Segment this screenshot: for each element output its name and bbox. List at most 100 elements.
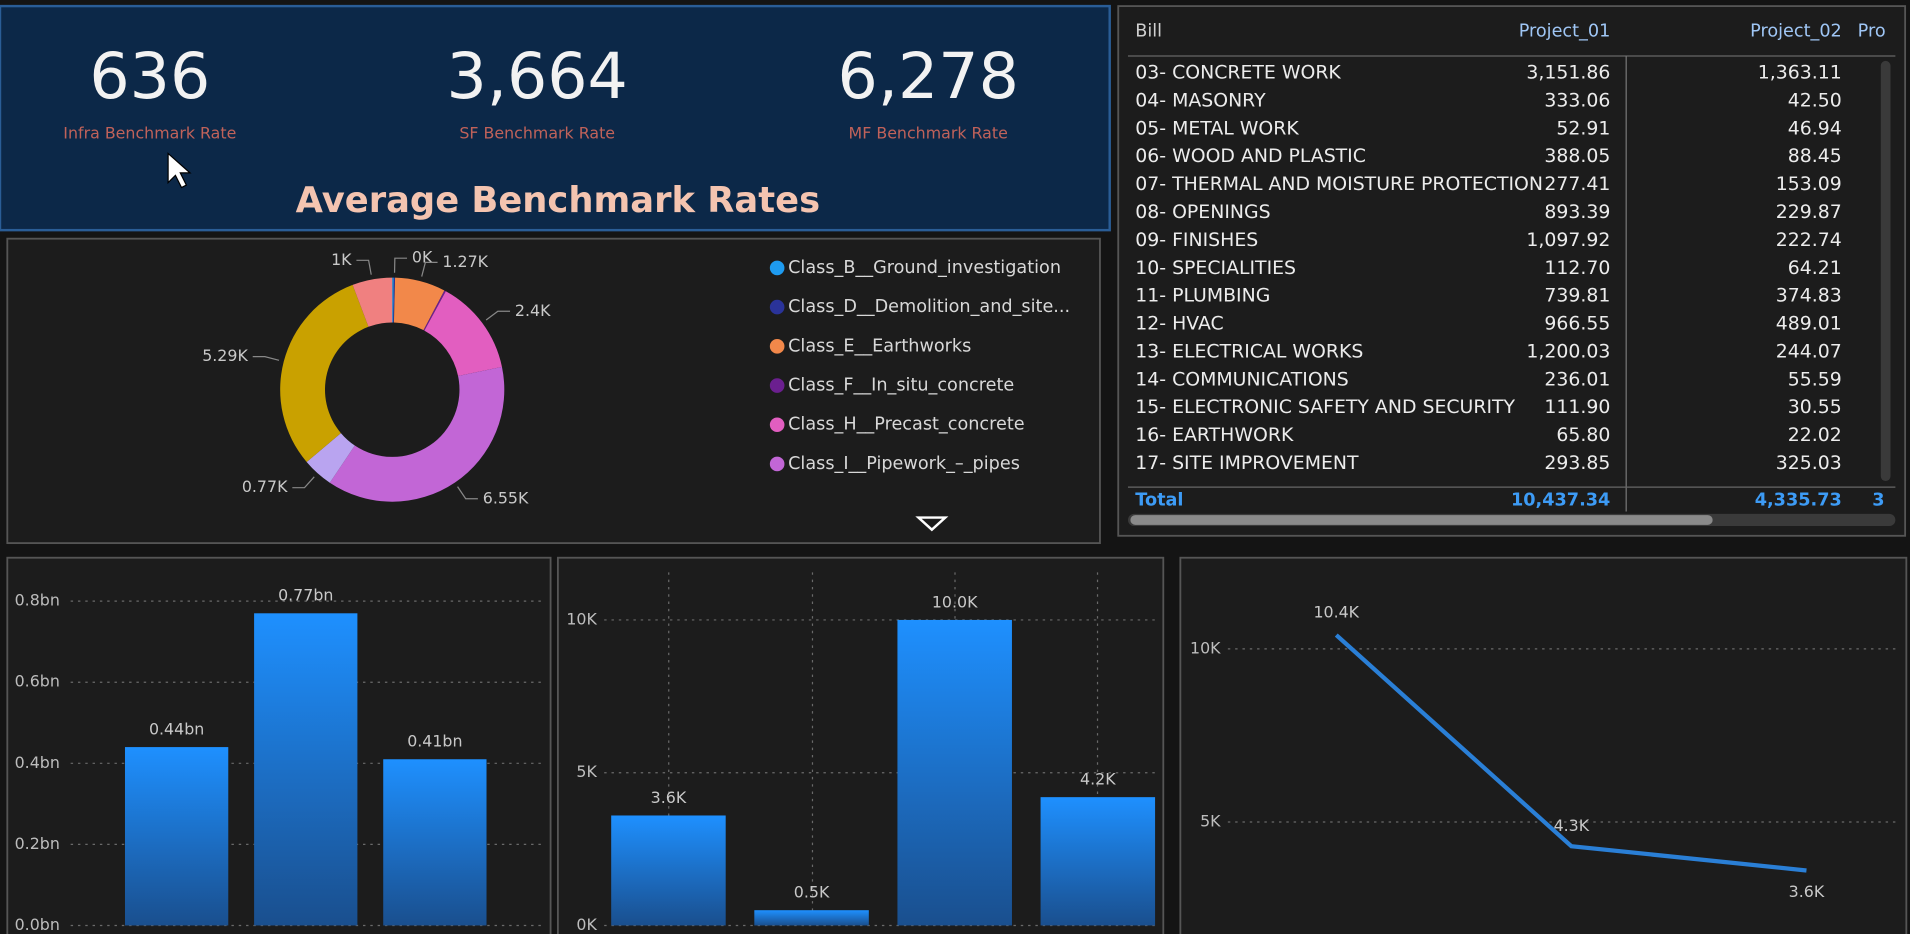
slice-label: 0.77K	[242, 477, 288, 496]
bar	[611, 815, 726, 926]
row-label: 09- FINISHES	[1135, 229, 1258, 251]
cell-value: 1,097.92	[1526, 229, 1610, 251]
donut-slice	[352, 277, 393, 327]
cell-value: 30.55	[1788, 396, 1842, 418]
y-tick-label: 0.8bn	[15, 591, 60, 610]
donut-slice	[393, 277, 445, 331]
table-body: Bill Project_01 Project_02 Pro 03- CONCRETE …	[1135, 22, 1885, 474]
cell-value: 333.06	[1544, 89, 1610, 111]
cell-value: 893.39	[1544, 201, 1610, 223]
bar	[254, 613, 358, 926]
y-tick-label: 0K	[576, 915, 597, 934]
donut-slice	[392, 277, 394, 323]
kpi-value: 6,278	[838, 39, 1019, 113]
slice-label: 1K	[331, 250, 352, 269]
cell-value: 325.03	[1776, 452, 1842, 474]
legend-marker	[769, 339, 785, 354]
column-header: Pro	[1858, 22, 1886, 42]
row-label: 16- EARTHWORK	[1135, 424, 1294, 446]
row-label: 13- ELECTRICAL WORKS	[1135, 340, 1363, 362]
legend-scroll-arrow[interactable]	[915, 516, 949, 532]
line-series	[1334, 633, 1807, 873]
cell-value: 153.09	[1776, 173, 1842, 195]
cell-value: 739.81	[1544, 285, 1610, 307]
row-label: 05- METAL WORK	[1135, 117, 1299, 139]
bar	[754, 910, 869, 926]
leader-line	[356, 259, 372, 275]
table-panel	[1117, 5, 1907, 537]
legend-marker	[769, 299, 785, 315]
slice-label: 5.29K	[202, 346, 248, 365]
slice-label: 0K	[412, 248, 433, 267]
kpi-value: 3,664	[447, 39, 628, 113]
y-tick-label: 0.0bn	[15, 915, 60, 934]
cell-value: 64.21	[1788, 257, 1842, 279]
y-tick-label: 10K	[1190, 638, 1221, 657]
donut-slice	[393, 277, 396, 323]
row-label: 10- SPECIALITIES	[1135, 257, 1296, 279]
bar-value-label: 3.6K	[651, 788, 687, 807]
mouse-cursor	[167, 152, 192, 189]
y-tick-label: 10K	[566, 609, 597, 628]
cell-value: 46.94	[1788, 117, 1842, 139]
y-tick-label: 0.4bn	[15, 753, 60, 772]
legend-label: Class_E__Earthworks	[788, 336, 971, 356]
bar-value-label: 4.2K	[1080, 770, 1116, 789]
legend-label: Class_B__Ground_investigation	[788, 258, 1061, 278]
kpi-title: Average Benchmark Rates	[296, 180, 820, 221]
cell-value: 222.74	[1776, 229, 1842, 251]
cell-value: 22.02	[1788, 424, 1842, 446]
legend-label: Class_F__In_situ_concrete	[788, 376, 1014, 396]
donut-slice	[329, 366, 505, 502]
cell-value: 293.85	[1544, 452, 1610, 474]
cell-value: 236.01	[1544, 368, 1610, 390]
point-value-label: 10.4K	[1313, 603, 1359, 622]
legend-label: Class_I__Pipework_–_pipes	[788, 454, 1020, 474]
cell-value: 1,363.11	[1758, 62, 1842, 84]
line-panel	[1179, 556, 1908, 934]
v-scrollbar[interactable]	[1880, 60, 1891, 482]
row-label: 15- ELECTRONIC SAFETY AND SECURITY	[1135, 396, 1515, 418]
cell-value: 65.80	[1556, 424, 1610, 446]
kpi-label: Infra Benchmark Rate	[63, 123, 236, 142]
legend-marker	[769, 417, 785, 433]
cell-value: 111.90	[1544, 396, 1610, 418]
donut-slice	[280, 284, 369, 463]
total-cell: 4,335.73	[1755, 490, 1842, 510]
table-total: Total 10,437.34 4,335.73 3	[1135, 490, 1884, 510]
leader-line	[292, 476, 315, 489]
bar-value-label: 0.44bn	[149, 720, 204, 739]
bar-value-label: 0.5K	[794, 883, 830, 902]
donut-slice	[424, 291, 502, 376]
y-tick-label: 5K	[576, 762, 597, 781]
row-label: 11- PLUMBING	[1135, 285, 1270, 307]
row-label: 12- HVAC	[1135, 313, 1223, 335]
kpi-panel	[0, 4, 1111, 232]
leader-line	[421, 261, 438, 277]
cell-value: 42.50	[1788, 89, 1842, 111]
row-label: 14- COMMUNICATIONS	[1135, 368, 1348, 390]
row-label: 04- MASONRY	[1135, 89, 1266, 111]
leader-line	[252, 356, 280, 361]
cell-value: 966.55	[1544, 313, 1610, 335]
donut-panel	[6, 237, 1101, 545]
cell-value: 388.05	[1544, 145, 1610, 167]
cell-value: 88.45	[1788, 145, 1842, 167]
column-header: Project_01	[1519, 22, 1611, 42]
donut-slice	[306, 433, 355, 483]
bar-value-label: 10.0K	[932, 592, 978, 611]
kpi-label: MF Benchmark Rate	[849, 123, 1008, 142]
legend-marker	[769, 378, 785, 393]
row-label: 08- OPENINGS	[1135, 201, 1270, 223]
row-label: 03- CONCRETE WORK	[1135, 62, 1341, 84]
legend-label: Class_H__Precast_concrete	[788, 415, 1025, 435]
bar-value-label: 0.41bn	[407, 732, 462, 751]
cell-value: 489.01	[1776, 313, 1842, 335]
kpi-label: SF Benchmark Rate	[459, 123, 615, 142]
bar	[1040, 797, 1156, 926]
cell-value: 244.07	[1776, 340, 1842, 362]
scrollbar-thumb[interactable]	[1130, 515, 1713, 525]
y-tick-label: 0.6bn	[15, 672, 60, 691]
bar	[124, 747, 229, 926]
total-cell: Total	[1135, 490, 1183, 510]
